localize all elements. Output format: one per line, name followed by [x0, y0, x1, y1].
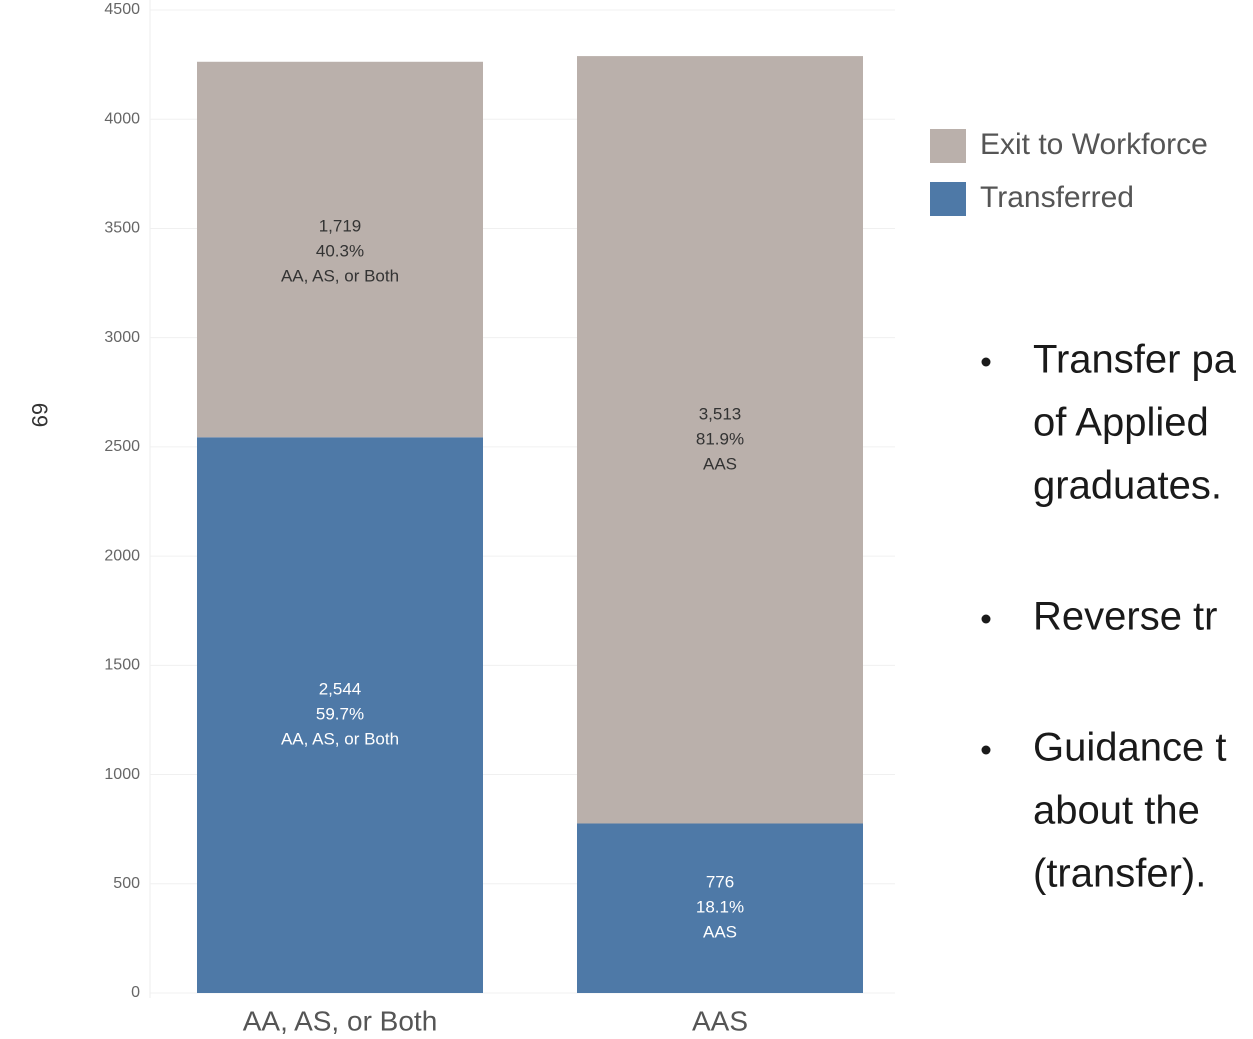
y-tick-label: 4000	[104, 110, 140, 127]
bar-segment	[577, 823, 863, 993]
share-label: 40.3%	[316, 241, 364, 260]
value-label: 2,544	[319, 680, 362, 699]
bullet-text: about the	[1033, 789, 1200, 833]
share-label: 81.9%	[696, 429, 744, 448]
legend-label: Transferred	[980, 181, 1134, 214]
value-label: 3,513	[699, 404, 742, 423]
legend-swatch	[930, 129, 966, 163]
bar-segment	[577, 56, 863, 824]
category-label: AAS	[703, 454, 737, 473]
bullet-text: Guidance t	[1033, 726, 1226, 770]
y-tick-label: 3000	[104, 329, 140, 346]
y-tick-label: 2500	[104, 438, 140, 455]
y-tick-label: 0	[131, 984, 140, 1001]
bullet-dot	[981, 357, 991, 367]
legend-label: Exit to Workforce	[980, 128, 1208, 161]
x-tick-label: AA, AS, or Both	[243, 1005, 438, 1036]
value-label: 776	[706, 873, 734, 892]
page-number: 69	[27, 403, 52, 427]
bullet-text: Reverse tr	[1033, 595, 1218, 639]
y-tick-label: 1000	[104, 766, 140, 783]
bullet-dot	[981, 745, 991, 755]
value-label: 1,719	[319, 216, 362, 235]
category-label: AA, AS, or Both	[281, 266, 399, 285]
legend-swatch	[930, 182, 966, 216]
bullet-text: graduates.	[1033, 464, 1222, 508]
y-tick-label: 4500	[104, 1, 140, 18]
y-tick-label: 1500	[104, 657, 140, 674]
category-label: AAS	[703, 923, 737, 942]
y-tick-label: 2000	[104, 547, 140, 564]
y-tick-label: 3500	[104, 220, 140, 237]
bar-segment	[197, 437, 483, 993]
y-tick-label: 500	[113, 875, 140, 892]
bar-segment	[197, 61, 483, 438]
bullet-text: (transfer).	[1033, 852, 1206, 896]
bullet-text: Transfer pa	[1033, 338, 1237, 382]
bullet-text: of Applied	[1033, 401, 1209, 445]
category-label: AA, AS, or Both	[281, 730, 399, 749]
share-label: 59.7%	[316, 705, 364, 724]
share-label: 18.1%	[696, 898, 744, 917]
x-tick-label: AAS	[692, 1005, 748, 1036]
bullet-dot	[981, 614, 991, 624]
